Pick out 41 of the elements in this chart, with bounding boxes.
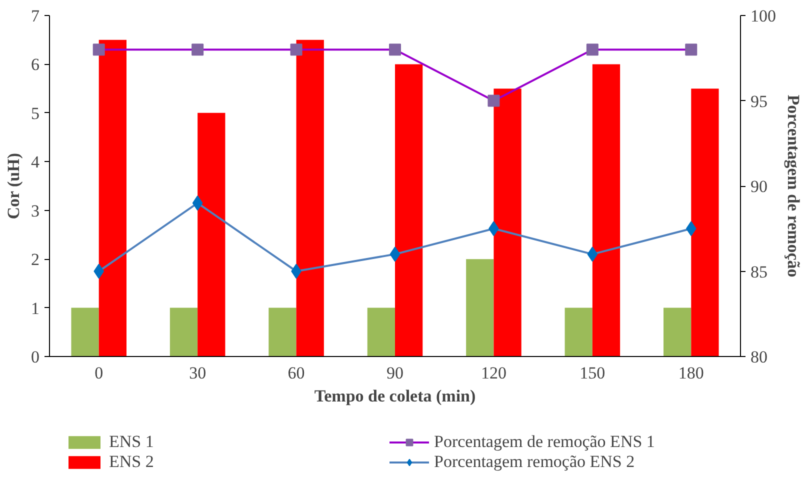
y2-tick-label: 100: [750, 6, 776, 26]
bar: [367, 308, 395, 356]
bar: [494, 88, 522, 356]
bar: [98, 40, 126, 356]
y-tick-label: 2: [31, 250, 40, 270]
y-tick-label: 4: [31, 152, 40, 172]
y-axis-title: Cor (uH): [4, 153, 23, 220]
x-tick-label: 180: [678, 364, 704, 382]
x-tick-label: 60: [288, 364, 305, 382]
y-tick-label: 1: [31, 298, 40, 318]
bar: [170, 308, 198, 356]
y-tick-label: 7: [31, 6, 40, 26]
legend-label: Porcentagem remoção ENS 2: [434, 452, 636, 472]
bar: [664, 308, 692, 356]
bar: [564, 308, 592, 356]
y2-tick-label: 90: [750, 177, 768, 196]
y2-axis-title: Porcentagem de remoção: [784, 94, 803, 278]
x-tick-label: 90: [386, 364, 404, 382]
legend-label: ENS 1: [109, 432, 155, 452]
x-tick-label: 30: [189, 364, 206, 382]
bar: [592, 64, 620, 356]
legend-label: ENS 2: [109, 452, 155, 472]
bar: [296, 40, 324, 356]
y-tick-label: 3: [31, 201, 40, 220]
bar: [466, 259, 494, 356]
bar: [691, 88, 719, 356]
y2-tick-label: 80: [750, 348, 768, 366]
bar: [268, 308, 296, 356]
bar: [395, 64, 423, 356]
legend-label: Porcentagem de remoção ENS 1: [434, 432, 656, 452]
x-tick-label: 120: [480, 364, 506, 382]
bar: [198, 112, 226, 356]
y-tick-label: 6: [31, 55, 40, 74]
x-tick-label: 150: [580, 364, 606, 382]
y2-tick-label: 85: [750, 262, 768, 282]
bar: [71, 308, 99, 356]
x-tick-label: 0: [94, 364, 104, 382]
y2-tick-label: 95: [750, 92, 768, 111]
y-tick-label: 0: [31, 348, 40, 366]
y-tick-label: 5: [31, 104, 40, 123]
x-axis-title: Tempo de coleta (min): [314, 386, 476, 406]
